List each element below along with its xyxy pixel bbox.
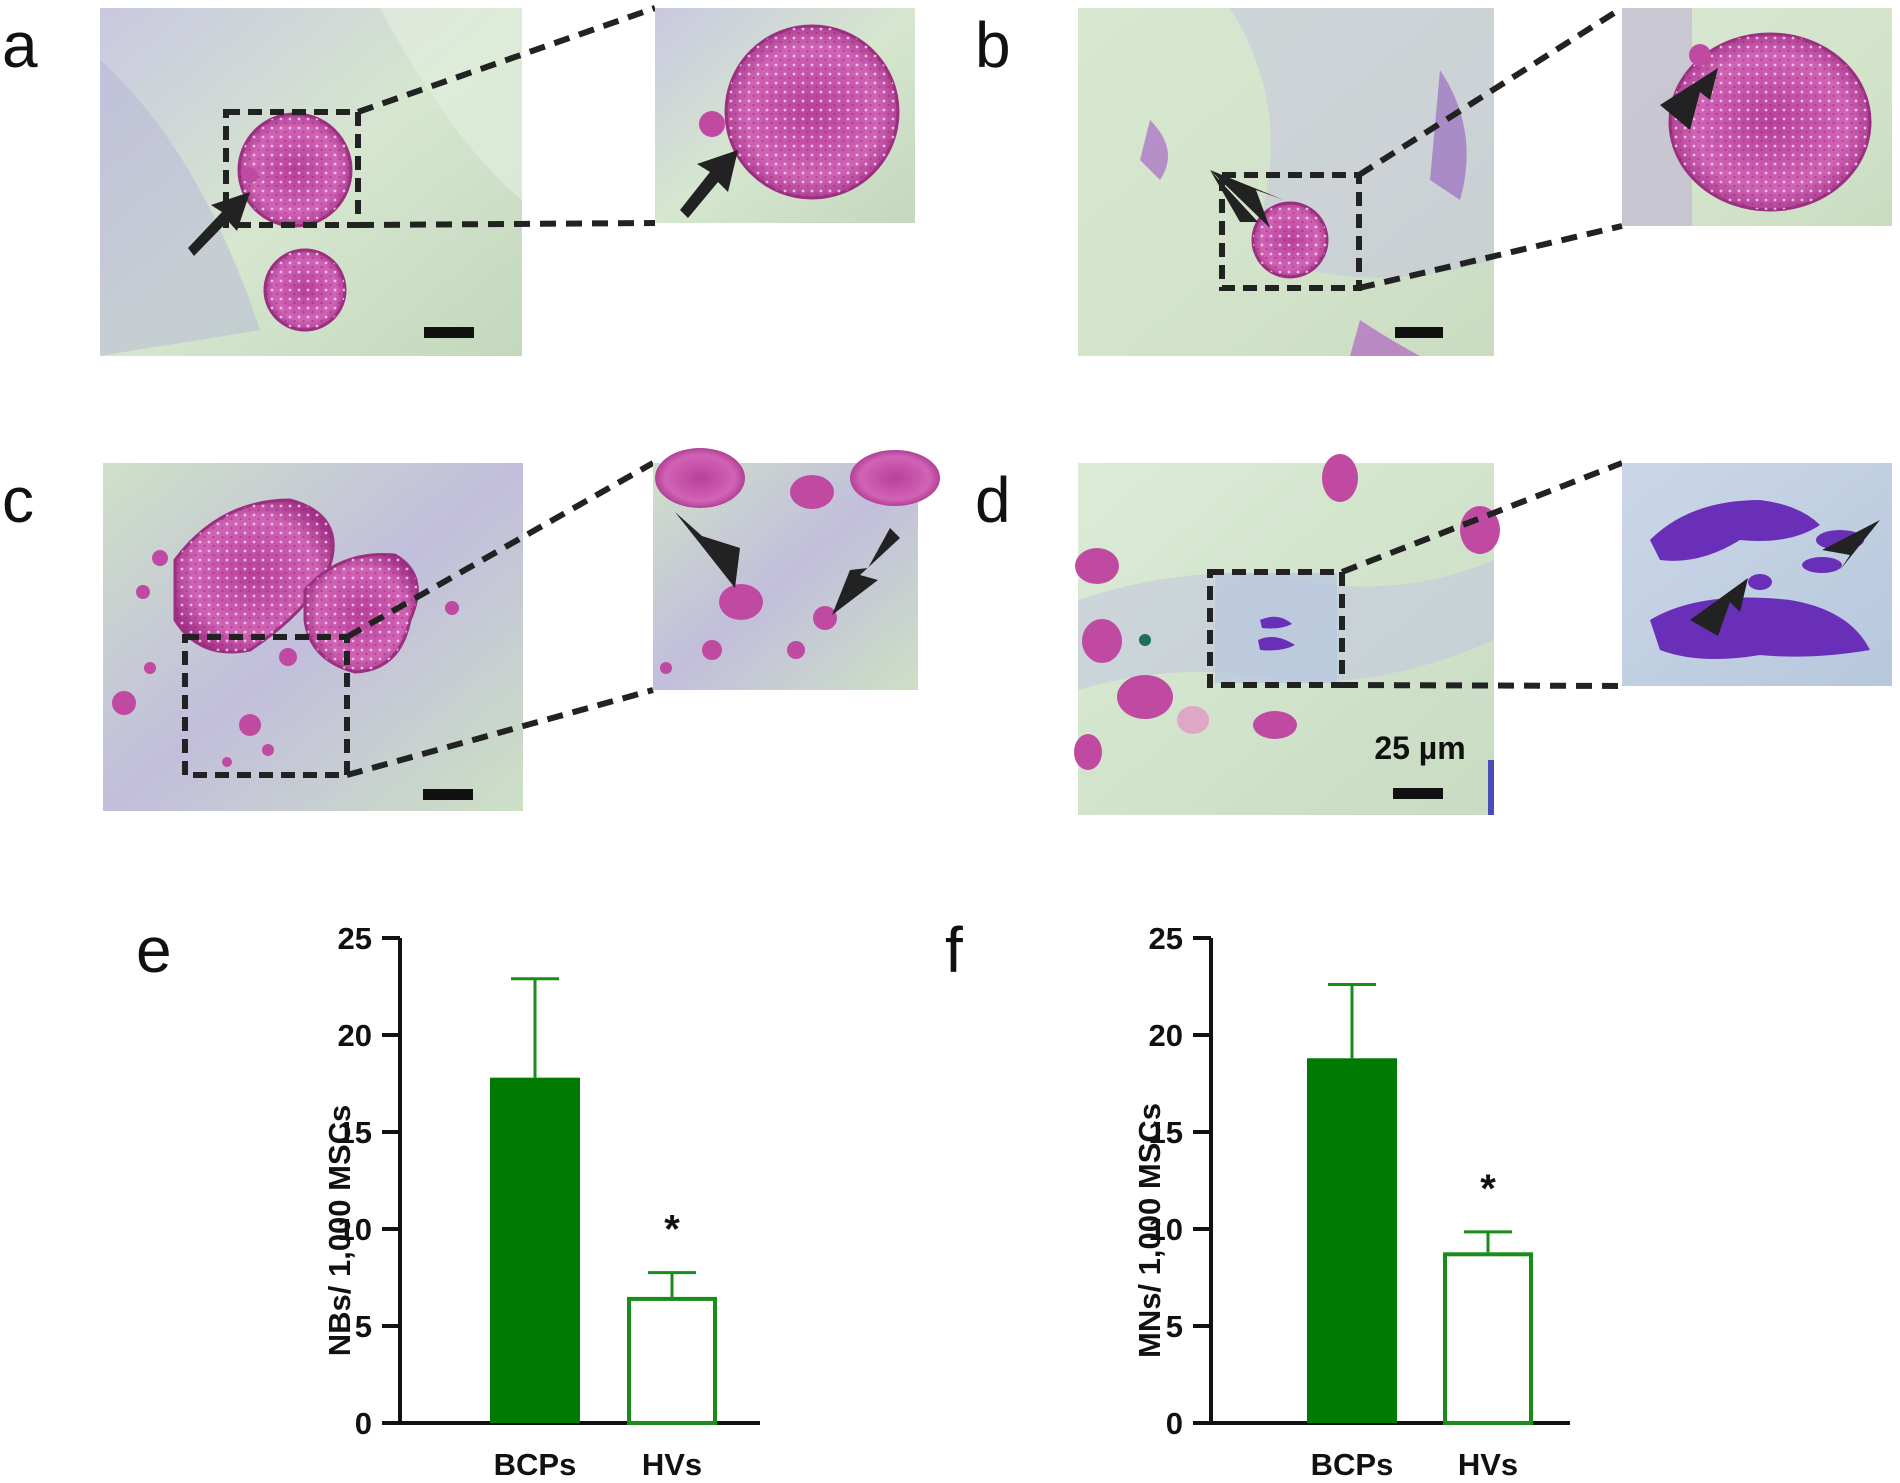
x-tick-label: BCPs — [494, 1447, 577, 1482]
micrograph-c — [103, 463, 523, 811]
bar-bcps — [1307, 1058, 1397, 1423]
inset-b — [1622, 8, 1892, 226]
zoom-box-b — [1219, 172, 1362, 291]
arrowhead-icon — [1660, 68, 1718, 130]
chart-e: 0 5 10 15 20 25 NBs/ 1,000 MSCs BCPs HVs * — [322, 921, 760, 1482]
scale-bar-a — [424, 327, 474, 338]
micrograph-d: 25 µm — [1074, 454, 1500, 815]
inset-d — [1622, 463, 1892, 686]
y-tick-label: 10 — [1149, 1212, 1183, 1247]
y-tick-label: 10 — [338, 1212, 372, 1247]
scale-bar-d — [1393, 788, 1443, 799]
panel-letter-e: e — [136, 914, 172, 986]
zoom-box-c — [182, 634, 350, 778]
y-axis-title: MNs/ 1,000 MSCs — [1132, 1103, 1167, 1358]
y-tick-label: 0 — [355, 1406, 372, 1441]
arrowhead-icon — [675, 512, 740, 588]
y-tick-label: 5 — [355, 1309, 372, 1344]
micrograph-b — [1078, 8, 1494, 356]
micrograph-a — [100, 8, 522, 356]
y-tick-label: 15 — [1149, 1115, 1183, 1150]
y-axis-title: NBs/ 1,000 MSCs — [322, 1105, 357, 1357]
panel-letter-d: d — [975, 464, 1011, 536]
scale-bar-label: 25 µm — [1374, 730, 1465, 766]
panel-letter-b: b — [975, 9, 1011, 81]
panel-b: b — [975, 5, 1892, 356]
bar-hvs — [1443, 1252, 1533, 1426]
zoom-box-a — [223, 109, 361, 228]
y-tick-label: 0 — [1166, 1406, 1183, 1441]
y-tick-label: 20 — [1149, 1018, 1183, 1053]
scale-bar-c — [423, 789, 473, 800]
inset-a — [655, 8, 915, 223]
x-tick-label: HVs — [642, 1447, 702, 1482]
arrowhead-icon — [1210, 170, 1284, 228]
zoom-box-d — [1207, 569, 1345, 688]
panel-letter-f: f — [945, 914, 963, 986]
inset-c — [653, 448, 940, 690]
panel-f: f 0 5 10 15 20 25 MNs/ 1,000 MSCs BCPs HVs * — [945, 914, 1570, 1482]
y-tick-label: 15 — [338, 1115, 372, 1150]
panel-a: a — [2, 5, 915, 356]
panel-letter-a: a — [2, 9, 38, 81]
panel-letter-c: c — [2, 464, 34, 536]
bar-hvs — [627, 1296, 717, 1426]
x-tick-label: HVs — [1458, 1447, 1518, 1482]
significance-marker: * — [664, 1208, 680, 1252]
scale-bar-b — [1395, 327, 1443, 338]
arrow-icon — [680, 150, 738, 218]
arrowhead-icon — [1822, 520, 1880, 570]
arrowhead-icon — [1690, 578, 1748, 636]
y-tick-label: 25 — [1149, 921, 1183, 956]
significance-marker: * — [1480, 1167, 1496, 1211]
bar-bcps — [490, 1077, 580, 1423]
y-tick-label: 20 — [338, 1018, 372, 1053]
chart-f: 0 5 10 15 20 25 MNs/ 1,000 MSCs BCPs HVs * — [1132, 921, 1570, 1482]
y-tick-label: 25 — [338, 921, 372, 956]
arrow-icon — [832, 528, 900, 615]
x-tick-label: BCPs — [1311, 1447, 1394, 1482]
panel-d: d 25 µm — [975, 454, 1892, 815]
panel-c: c — [2, 448, 940, 811]
arrow-icon — [188, 192, 250, 256]
y-tick-label: 5 — [1166, 1309, 1183, 1344]
panel-e: e 0 5 10 15 20 25 NBs/ 1,000 MSCs BCPs HVs * — [136, 914, 760, 1482]
